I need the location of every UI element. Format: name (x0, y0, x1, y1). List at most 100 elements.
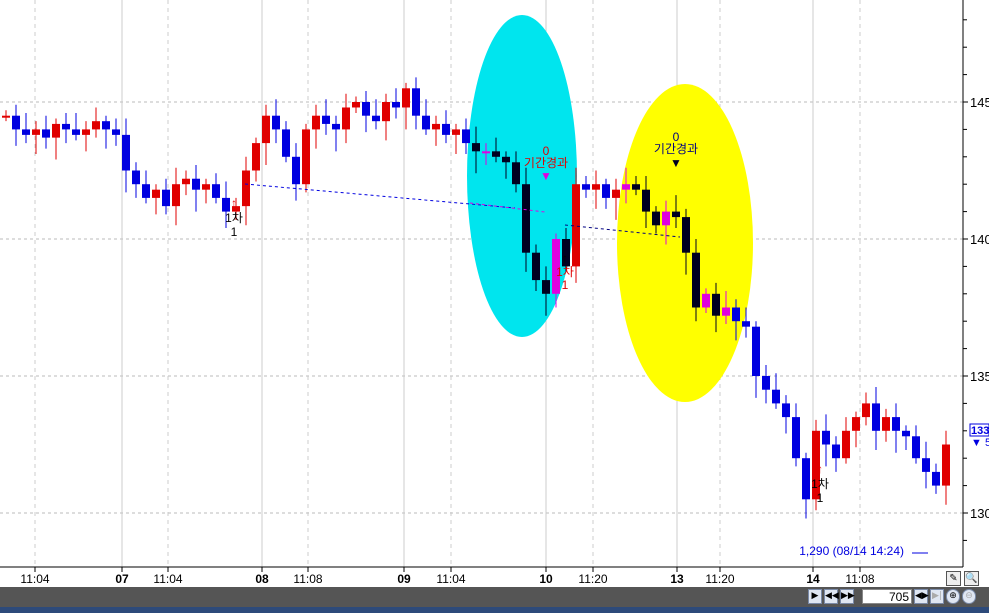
candle-body (12, 115, 20, 130)
current-price-box (969, 423, 989, 437)
highlight-ellipse-cyan (467, 15, 577, 337)
candle-body (652, 211, 660, 226)
taskbar (0, 607, 989, 613)
candle-body (152, 189, 160, 198)
candle-body (312, 115, 320, 130)
candle-body (302, 129, 310, 185)
candle-body (582, 184, 590, 190)
candle-body (722, 307, 730, 316)
candle-body (92, 121, 100, 130)
trend-line-3 (564, 224, 681, 238)
candle-body (702, 293, 710, 308)
annotation-label: 기간경과 (524, 156, 568, 170)
candle-body (782, 403, 790, 418)
candle-body (72, 129, 80, 135)
candle-body (572, 184, 580, 267)
candle-count-input[interactable]: 705 (862, 589, 912, 604)
candle-body (412, 88, 420, 116)
x-tick-label: 07 (115, 572, 129, 586)
candle-body (612, 189, 620, 198)
candle-body (422, 115, 430, 130)
x-tick-label: 11:04 (153, 572, 182, 586)
candle-body (662, 211, 670, 226)
candle-body (852, 417, 860, 431)
zoom-in-icon[interactable]: ⊕ (946, 589, 960, 604)
candle-body (802, 458, 810, 500)
pencil-icon[interactable]: ✎ (946, 571, 961, 586)
current-price-label: 133 (971, 425, 989, 437)
candle-body (142, 184, 150, 198)
candle-body (862, 403, 870, 418)
rewind-icon[interactable]: ◀◀ (824, 589, 839, 604)
candle-body (632, 184, 640, 190)
annotation-label: 기간경과 (654, 142, 698, 156)
candle-body (912, 436, 920, 459)
candle-body (432, 123, 440, 130)
candles (2, 77, 950, 519)
candle-body (522, 184, 530, 253)
candle-body (182, 178, 190, 185)
candle-body (792, 417, 800, 459)
x-tick-label: 09 (397, 572, 411, 586)
candle-body (892, 417, 900, 431)
x-tick-label: 14 (806, 572, 820, 586)
candle-body (232, 206, 240, 212)
reset-icon[interactable]: ▶| (930, 589, 944, 604)
candle-body (382, 102, 390, 122)
arrow-up-icon: ↑ (562, 251, 568, 265)
candle-body (672, 211, 680, 218)
candle-body (772, 389, 780, 404)
candle-body (762, 376, 770, 390)
candle-body (752, 326, 760, 376)
candle-body (742, 321, 750, 327)
candle-body (102, 121, 110, 130)
candle-body (532, 252, 540, 281)
x-tick-label: 11:20 (578, 572, 607, 586)
candle-body (42, 129, 50, 138)
arrow-down-icon: ▼ (971, 437, 982, 449)
candle-body (252, 143, 260, 171)
x-tick-label: 11:08 (293, 572, 322, 586)
candle-body (332, 123, 340, 130)
candle-body (82, 129, 90, 135)
candle-body (922, 458, 930, 472)
candle-body (352, 102, 360, 108)
arrow-up-icon: ↑ (231, 196, 237, 210)
play-icon[interactable]: ▶ (808, 589, 822, 604)
candle-body (112, 129, 120, 135)
fast-forward-icon[interactable]: ▶▶ (840, 589, 855, 604)
trend-line-2 (469, 202, 546, 213)
current-change-label: ▼ 5 (971, 437, 989, 449)
navigator-volume-strip[interactable] (0, 587, 989, 607)
x-tick-label: 08 (255, 572, 269, 586)
candle-body (692, 252, 700, 308)
candle-body (242, 170, 250, 207)
candle-body (392, 102, 400, 108)
candle-body (512, 162, 520, 185)
scroll-arrows-icon[interactable]: ◀▶ (914, 589, 929, 604)
candle-body (482, 151, 490, 154)
annotation-label: 1차 (556, 265, 574, 279)
candle-body (292, 156, 300, 185)
candle-body (122, 134, 130, 171)
candle-body (592, 184, 600, 190)
candle-body (132, 170, 140, 185)
candle-body (442, 123, 450, 135)
candle-body (362, 102, 370, 116)
arrow-down-icon: ▼ (670, 156, 682, 170)
y-tick-label: 145 (970, 95, 989, 110)
candle-body (342, 107, 350, 130)
candle-body (602, 184, 610, 198)
candle-body (322, 115, 330, 124)
candle-body (192, 178, 200, 190)
candle-body (372, 115, 380, 122)
zoom-icon[interactable]: 🔍 (964, 571, 979, 586)
candle-body (542, 280, 550, 294)
price-chart[interactable]: 0 기간경과 ▼ 0 기간경과 ▼ ↑ 1차 1 ↑ 1차 1 ↑ 1차 1 1… (0, 0, 989, 587)
zoom-out-icon[interactable]: ⊖ (962, 589, 976, 604)
candle-body (502, 156, 510, 163)
candle-body (872, 403, 880, 431)
arrow-down-icon: ▼ (540, 169, 552, 183)
candle-body (402, 88, 410, 108)
x-tick-label: 10 (539, 572, 553, 586)
